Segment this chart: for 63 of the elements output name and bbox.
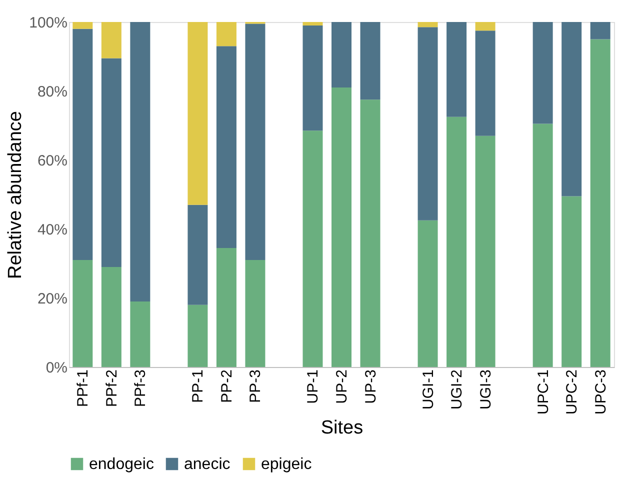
bar — [101, 22, 122, 58]
bar — [532, 22, 553, 124]
bar — [332, 22, 352, 88]
bar — [72, 28, 93, 260]
bar — [302, 25, 323, 131]
bar — [101, 266, 122, 367]
x-tick-label: UP-1 — [304, 370, 322, 404]
bar — [590, 22, 610, 40]
bar — [72, 260, 93, 367]
bar — [446, 116, 467, 367]
bar — [130, 22, 150, 302]
bar — [475, 22, 496, 31]
bar — [302, 22, 323, 26]
x-tick-label: UPC-1 — [534, 370, 552, 415]
y-tick-label: 20% — [37, 290, 68, 308]
bar — [216, 248, 236, 367]
bar — [216, 22, 236, 46]
bar — [446, 22, 467, 117]
legend-label: endogeic — [89, 456, 154, 473]
bar — [130, 301, 150, 367]
bar — [360, 22, 380, 100]
x-tick-label: PPf-3 — [132, 370, 150, 408]
y-tick-label: 40% — [37, 222, 68, 238]
x-tick-label: PPf-1 — [74, 370, 92, 408]
bar — [418, 22, 438, 28]
x-tick-label: UP-3 — [362, 370, 380, 404]
bar — [188, 22, 208, 205]
x-tick-label: UGI-2 — [448, 370, 466, 410]
x-tick-label: PP-1 — [190, 370, 207, 403]
legend-label: anecic — [184, 456, 230, 473]
y-tick-label: 0% — [46, 360, 68, 376]
bar — [72, 22, 93, 29]
bar — [216, 46, 236, 248]
bar — [332, 88, 352, 367]
bar — [302, 130, 323, 367]
bar — [562, 196, 582, 367]
legend-label: epigeic — [261, 456, 312, 473]
bar — [418, 27, 438, 220]
bar — [188, 304, 208, 367]
x-tick-label: UPC-2 — [564, 370, 581, 415]
bar — [562, 22, 582, 196]
bar — [245, 24, 266, 260]
bar — [360, 100, 380, 367]
x-tick-label: PP-2 — [218, 370, 236, 403]
bar — [475, 30, 496, 136]
x-tick-label: UPC-3 — [592, 370, 610, 415]
x-axis-title: Sites — [320, 418, 364, 439]
y-axis-title: Relative abundance — [5, 111, 26, 279]
x-tick-label: UGI-3 — [477, 370, 494, 410]
bar — [245, 260, 266, 367]
bar — [188, 204, 208, 305]
y-tick-label: 80% — [37, 84, 68, 100]
bar — [418, 220, 438, 367]
bar — [532, 124, 553, 367]
bar — [590, 39, 610, 367]
bar — [475, 136, 496, 367]
x-tick-label: UP-2 — [334, 370, 350, 404]
y-tick-label: 100% — [29, 14, 68, 32]
x-tick-label: UGI-1 — [420, 370, 437, 410]
x-tick-label: PPf-2 — [103, 370, 120, 408]
y-tick-label: 60% — [37, 152, 68, 170]
bar — [101, 58, 122, 267]
x-tick-label: PP-3 — [247, 370, 264, 403]
